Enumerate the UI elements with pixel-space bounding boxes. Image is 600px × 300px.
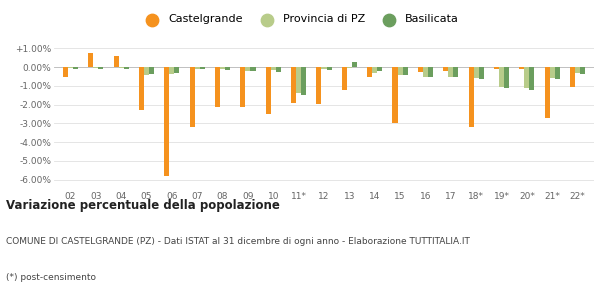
Bar — [479, 67, 484, 79]
Bar — [93, 67, 98, 68]
Bar — [250, 67, 256, 71]
Bar — [403, 67, 407, 75]
Bar — [570, 67, 575, 87]
Bar — [326, 67, 332, 70]
Bar — [499, 67, 504, 87]
Bar — [149, 67, 154, 74]
Bar — [580, 67, 585, 74]
Bar — [195, 67, 200, 69]
Bar — [63, 67, 68, 77]
Bar — [504, 67, 509, 88]
Bar — [276, 67, 281, 72]
Bar — [453, 67, 458, 77]
Bar — [352, 62, 357, 67]
Bar — [200, 67, 205, 69]
Bar — [296, 67, 301, 93]
Bar — [377, 67, 382, 71]
Bar — [428, 67, 433, 77]
Bar — [575, 67, 580, 73]
Bar — [448, 67, 453, 77]
Bar — [245, 67, 250, 71]
Bar — [524, 67, 529, 88]
Legend: Castelgrande, Provincia di PZ, Basilicata: Castelgrande, Provincia di PZ, Basilicat… — [142, 14, 458, 25]
Bar — [190, 67, 195, 127]
Bar — [550, 67, 555, 78]
Bar — [418, 67, 423, 72]
Text: Variazione percentuale della popolazione: Variazione percentuale della popolazione — [6, 200, 280, 212]
Bar — [271, 67, 276, 70]
Bar — [124, 67, 129, 69]
Bar — [555, 67, 560, 79]
Bar — [68, 67, 73, 68]
Bar — [473, 67, 479, 78]
Bar — [119, 67, 124, 68]
Bar — [423, 67, 428, 76]
Bar — [266, 67, 271, 114]
Bar — [139, 67, 144, 110]
Bar — [144, 67, 149, 75]
Bar — [367, 67, 372, 77]
Bar — [98, 67, 103, 69]
Bar — [392, 67, 398, 123]
Bar — [73, 67, 78, 69]
Bar — [215, 67, 220, 106]
Bar — [519, 67, 524, 69]
Bar — [316, 67, 322, 104]
Bar — [301, 67, 306, 95]
Bar — [469, 67, 473, 127]
Bar — [241, 67, 245, 106]
Text: COMUNE DI CASTELGRANDE (PZ) - Dati ISTAT al 31 dicembre di ogni anno - Elaborazi: COMUNE DI CASTELGRANDE (PZ) - Dati ISTAT… — [6, 237, 470, 246]
Bar — [529, 67, 535, 90]
Bar — [347, 67, 352, 68]
Bar — [372, 67, 377, 73]
Bar — [220, 67, 225, 69]
Bar — [494, 67, 499, 69]
Bar — [342, 67, 347, 90]
Bar — [225, 67, 230, 70]
Text: (*) post-censimento: (*) post-censimento — [6, 273, 96, 282]
Bar — [291, 67, 296, 103]
Bar — [164, 67, 169, 176]
Bar — [398, 67, 403, 75]
Bar — [175, 67, 179, 73]
Bar — [113, 56, 119, 67]
Bar — [322, 67, 326, 69]
Bar — [169, 67, 175, 74]
Bar — [443, 67, 448, 71]
Bar — [545, 67, 550, 118]
Bar — [88, 53, 93, 67]
